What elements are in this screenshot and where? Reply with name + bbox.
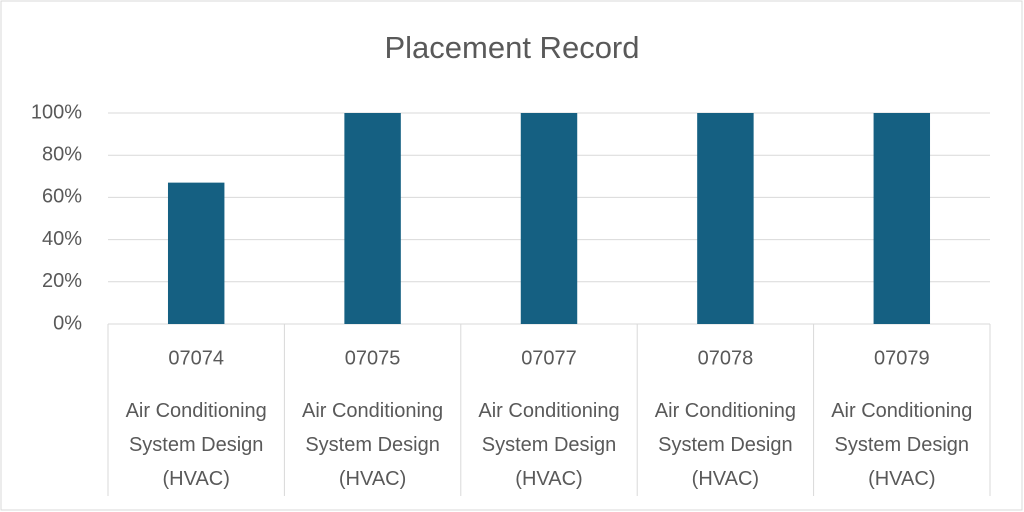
category-group-label: Air Conditioning System Design (HVAC) — [125, 400, 267, 490]
bar — [697, 113, 754, 324]
y-tick-label: 80% — [42, 143, 82, 165]
x-tick-label: 07079 — [874, 347, 930, 369]
y-tick-label: 100% — [31, 101, 82, 123]
bar — [873, 113, 931, 324]
x-tick-label: 07078 — [698, 347, 754, 369]
bar — [167, 182, 225, 324]
category-group-label: Air Conditioning System Design (HVAC) — [654, 400, 796, 490]
y-tick-label: 0% — [53, 312, 82, 334]
x-tick-label: 07077 — [521, 347, 577, 369]
y-tick-label: 60% — [42, 186, 82, 208]
y-tick-label: 20% — [42, 270, 82, 292]
category-group-label: Air Conditioning System Design (HVAC) — [478, 400, 620, 490]
category-group-label: Air Conditioning System Design (HVAC) — [831, 400, 973, 490]
bar — [344, 113, 401, 324]
y-tick-label: 40% — [42, 228, 82, 250]
x-tick-label: 07074 — [168, 347, 224, 369]
category-group-label: Air Conditioning System Design (HVAC) — [301, 400, 444, 490]
chart-title: Placement Record — [384, 30, 639, 65]
bar — [520, 113, 578, 324]
x-tick-label: 07075 — [345, 347, 401, 369]
